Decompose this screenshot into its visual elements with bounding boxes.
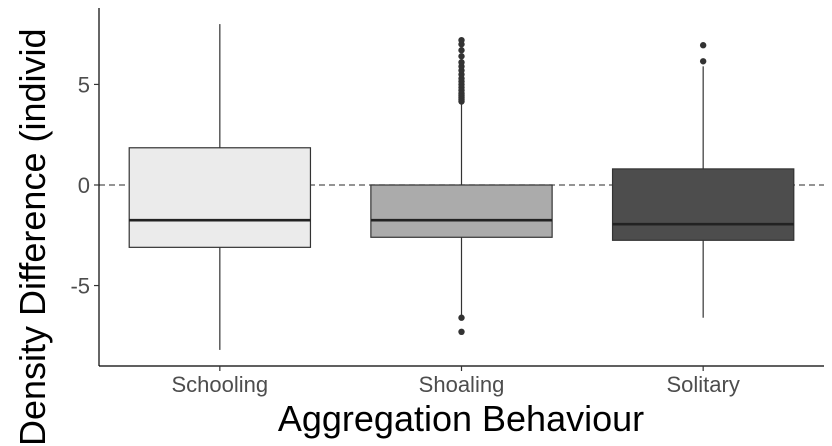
x-tick-label: Schooling [172, 372, 269, 397]
y-tick-label: -5 [70, 274, 90, 299]
x-axis-title: Aggregation Behaviour [278, 398, 644, 439]
box-solitary [611, 42, 795, 318]
y-axis-title: Density Difference (individ [12, 28, 53, 446]
box-iqr [370, 184, 553, 238]
box-schooling [128, 24, 312, 350]
x-tick-label: Shoaling [419, 372, 505, 397]
outlier-point [458, 59, 465, 66]
box-shoaling [370, 36, 553, 336]
outlier-point [458, 328, 465, 336]
outlier-point [458, 47, 465, 54]
y-tick-label: 0 [78, 173, 90, 198]
x-tick-label: Solitary [666, 372, 739, 397]
outlier-point [699, 42, 707, 49]
outlier-point [458, 36, 465, 44]
y-tick-label: 5 [78, 72, 90, 97]
outlier-point [458, 314, 465, 321]
box-iqr [611, 168, 795, 241]
outlier-point [699, 58, 707, 65]
y-ticks: -5 0 5 [70, 72, 99, 299]
outlier-point [458, 53, 465, 60]
box-iqr [128, 147, 312, 248]
plot-marks [99, 24, 824, 350]
x-ticks: Schooling Shoaling Solitary [172, 366, 740, 397]
